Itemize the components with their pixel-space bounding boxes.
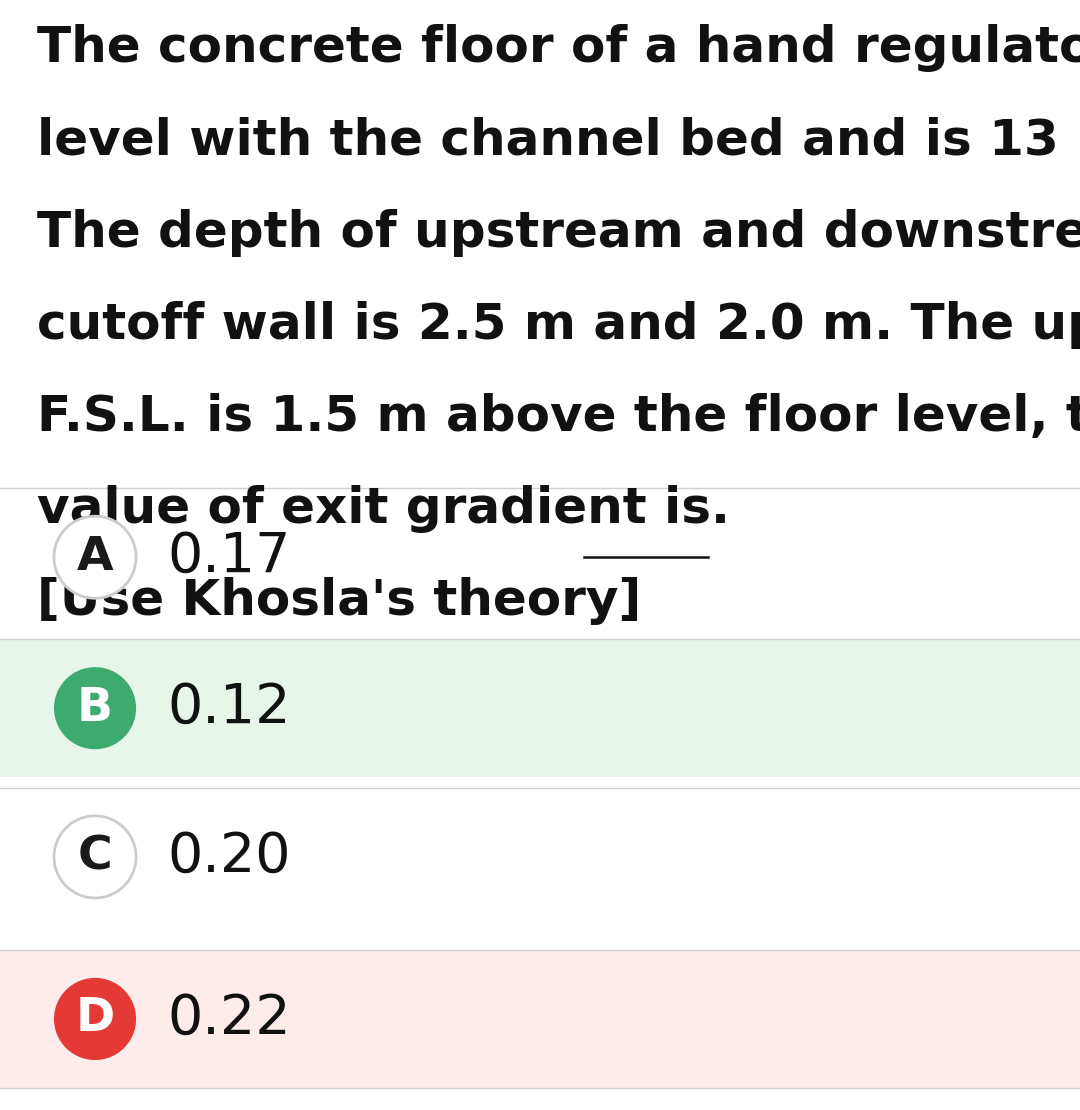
- Text: The depth of upstream and downstream: The depth of upstream and downstream: [37, 209, 1080, 256]
- Text: 0.22: 0.22: [167, 992, 291, 1046]
- Ellipse shape: [54, 816, 136, 898]
- Ellipse shape: [54, 667, 136, 749]
- Text: C: C: [78, 835, 112, 879]
- Text: F.S.L. is 1.5 m above the floor level, then the: F.S.L. is 1.5 m above the floor level, t…: [37, 393, 1080, 441]
- Text: cutoff wall is 2.5 m and 2.0 m. The upstream: cutoff wall is 2.5 m and 2.0 m. The upst…: [37, 301, 1080, 349]
- FancyBboxPatch shape: [0, 639, 1080, 777]
- Text: B: B: [77, 686, 113, 730]
- Ellipse shape: [54, 516, 136, 598]
- Text: A: A: [77, 535, 113, 579]
- FancyBboxPatch shape: [0, 950, 1080, 1088]
- Text: 0.12: 0.12: [167, 682, 291, 735]
- Text: .: .: [711, 485, 730, 533]
- Text: 0.20: 0.20: [167, 830, 291, 884]
- Text: D: D: [76, 997, 114, 1041]
- Text: [Use Khosla's theory]: [Use Khosla's theory]: [37, 577, 640, 625]
- Text: value of exit gradient is: value of exit gradient is: [37, 485, 728, 533]
- Text: The concrete floor of a hand regulator is: The concrete floor of a hand regulator i…: [37, 24, 1080, 72]
- Text: 0.17: 0.17: [167, 531, 291, 584]
- Text: level with the channel bed and is 13 m long.: level with the channel bed and is 13 m l…: [37, 117, 1080, 164]
- Ellipse shape: [54, 978, 136, 1060]
